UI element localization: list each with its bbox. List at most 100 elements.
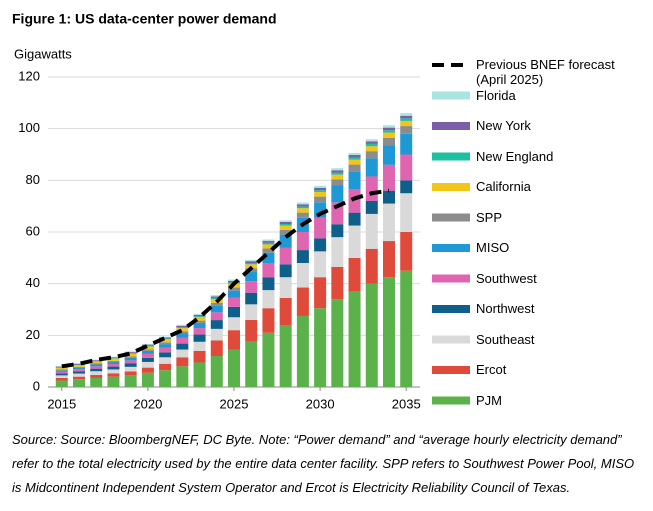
legend-label: California — [476, 179, 531, 194]
bar-segment — [107, 366, 120, 370]
x-tick-label: 2020 — [133, 396, 162, 411]
bar-segment — [159, 344, 172, 348]
bar-segment — [279, 220, 292, 222]
bar-segment — [296, 208, 309, 213]
bar-segment — [383, 277, 395, 387]
bar-segment — [90, 377, 103, 387]
bar-segment — [228, 349, 240, 387]
bar-segment — [383, 203, 395, 242]
bar-segment — [262, 248, 275, 253]
bar-segment — [176, 328, 189, 332]
bar-segment — [279, 264, 292, 278]
legend-label: MISO — [476, 240, 510, 255]
bar-segment — [400, 232, 413, 271]
bar-segment — [107, 358, 120, 361]
bar-segment — [245, 341, 258, 387]
bar-segment — [279, 229, 292, 235]
bar-segment — [296, 204, 309, 207]
bar-segment — [348, 257, 361, 292]
bar-segment — [331, 174, 344, 180]
bar-segment — [365, 158, 378, 177]
bar-segment — [365, 141, 378, 144]
bar-segment — [159, 370, 172, 387]
y-tick-label: 0 — [33, 378, 40, 393]
bar-segment — [262, 277, 275, 291]
legend-swatch — [432, 91, 470, 100]
y-tick-label: 60 — [26, 223, 40, 238]
bar-segment — [348, 152, 361, 156]
bar-segment — [262, 244, 275, 249]
bar-segment — [314, 251, 327, 278]
bar-segment — [262, 308, 275, 333]
legend-label: New York — [476, 118, 531, 133]
bar-segment — [331, 237, 344, 267]
bar-segment — [245, 319, 258, 342]
bar-segment — [124, 356, 137, 358]
bar-segment — [245, 304, 258, 320]
bar-segment — [124, 353, 137, 357]
bar-segment — [365, 151, 378, 159]
bar-segment — [90, 374, 103, 378]
bar-segment — [314, 191, 327, 197]
bar-segment — [55, 367, 68, 370]
bar-segment — [262, 242, 275, 245]
bar-segment — [245, 261, 258, 263]
bar-segment — [107, 356, 120, 358]
bar-segment — [193, 334, 206, 342]
bar-segment — [193, 322, 206, 329]
bar-segment — [107, 358, 120, 359]
bar-segment — [296, 232, 309, 251]
bar-segment — [210, 302, 223, 306]
y-tick-label: 40 — [26, 275, 40, 290]
bar-segment — [279, 247, 292, 265]
legend-swatch — [432, 396, 470, 405]
bar-segment — [107, 361, 120, 365]
bar-segment — [193, 341, 206, 351]
bar-segment — [73, 379, 85, 387]
bar-segment — [400, 154, 413, 181]
bar-segment — [176, 343, 189, 350]
legend-swatch — [432, 152, 470, 161]
y-axis-label: Gigawatts — [14, 46, 72, 61]
bar-segment — [124, 352, 137, 354]
legend-label: New England — [476, 148, 554, 164]
bar-segment — [262, 239, 275, 242]
bar-segment — [365, 146, 378, 152]
bar-segment — [296, 263, 309, 288]
bar-segment — [210, 295, 223, 297]
bar-segment — [245, 263, 258, 265]
bar-segment — [141, 345, 154, 347]
bar-segment — [383, 132, 395, 138]
bar-segment — [348, 225, 361, 258]
bar-segment — [365, 213, 378, 249]
bar-segment — [159, 337, 172, 339]
bar-segment — [176, 337, 189, 344]
bar-segment — [314, 308, 327, 387]
bar-segment — [296, 202, 309, 205]
bar-segment — [176, 357, 189, 367]
bar-segment — [176, 333, 189, 338]
bar-segment — [210, 312, 223, 321]
bar-segment — [124, 366, 137, 372]
bar-segment — [107, 373, 120, 377]
legend-swatch — [432, 213, 470, 222]
bar-segment — [193, 350, 206, 363]
bar-segment — [159, 338, 172, 340]
bar-segment — [73, 367, 85, 370]
bar-segment — [141, 357, 154, 362]
bar-segment — [400, 120, 413, 127]
bar-segment — [314, 196, 327, 203]
bar-segment — [193, 314, 206, 317]
bar-segment — [141, 361, 154, 368]
bar-segment — [124, 353, 137, 354]
bar-segment — [73, 364, 85, 366]
legend-label: Southeast — [476, 331, 535, 347]
bar-segment — [279, 221, 292, 224]
bar-segment — [73, 363, 85, 364]
bar-segment — [141, 343, 154, 345]
y-tick-label: 100 — [18, 120, 40, 135]
bar-segment — [90, 361, 103, 364]
x-tick-label: 2030 — [306, 396, 335, 411]
bar-segment — [262, 263, 275, 278]
bar-segment — [383, 241, 395, 278]
